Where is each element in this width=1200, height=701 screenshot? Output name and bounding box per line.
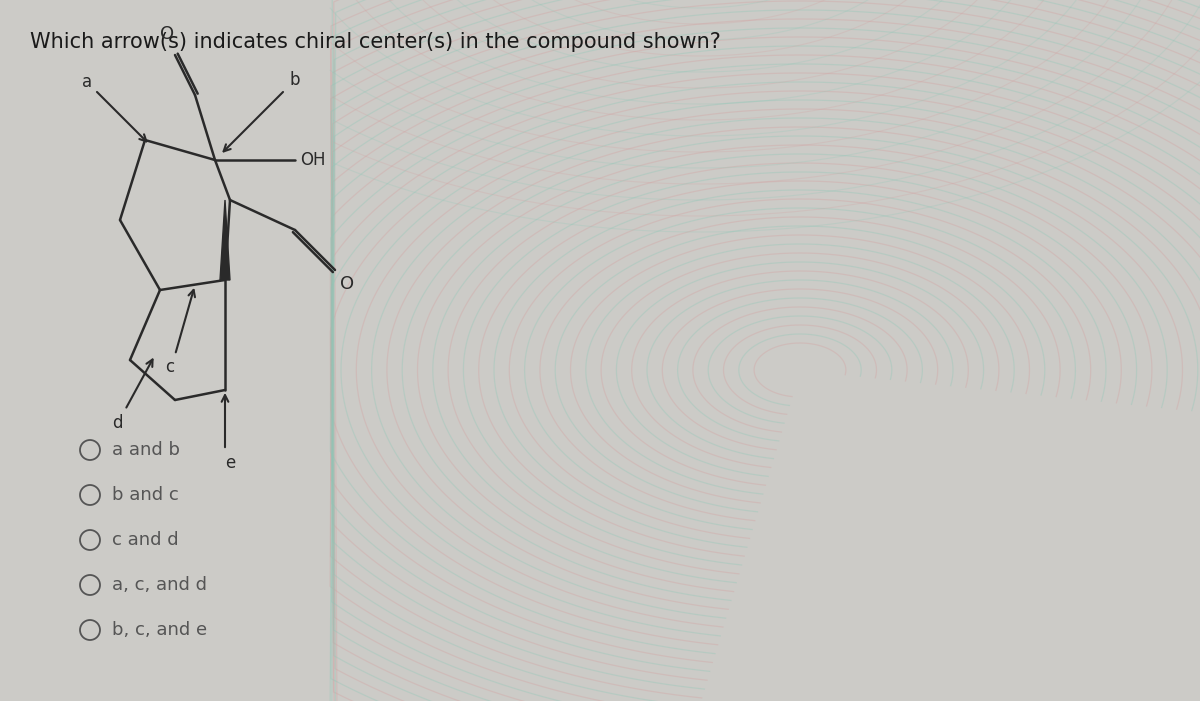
Text: a and b: a and b: [112, 441, 180, 459]
Text: b: b: [289, 71, 300, 89]
Text: e: e: [224, 454, 235, 472]
Text: b, c, and e: b, c, and e: [112, 621, 208, 639]
Text: a: a: [82, 73, 92, 91]
Text: c: c: [166, 358, 174, 376]
Text: O: O: [160, 25, 174, 43]
Text: OH: OH: [300, 151, 325, 169]
Polygon shape: [220, 200, 230, 280]
Text: O: O: [340, 275, 354, 293]
Text: a, c, and d: a, c, and d: [112, 576, 208, 594]
Text: b and c: b and c: [112, 486, 179, 504]
Text: c and d: c and d: [112, 531, 179, 549]
Text: d: d: [112, 414, 122, 432]
Text: Which arrow(s) indicates chiral center(s) in the compound shown?: Which arrow(s) indicates chiral center(s…: [30, 32, 721, 52]
